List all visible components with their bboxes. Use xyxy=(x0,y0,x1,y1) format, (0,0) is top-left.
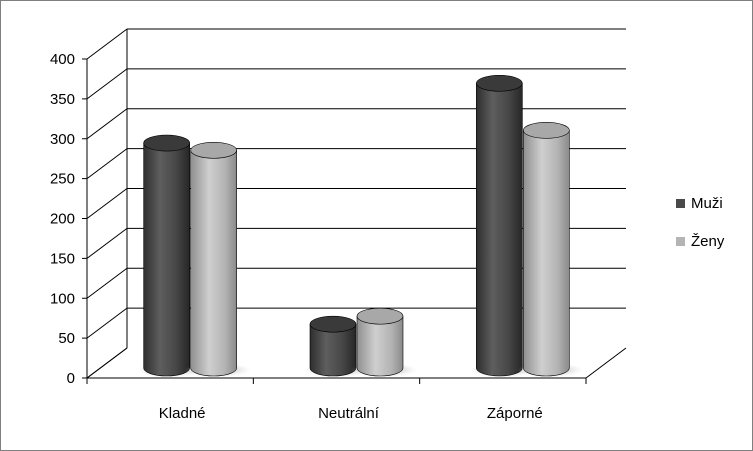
gridline-diagonal xyxy=(86,267,128,299)
gridline-diagonal xyxy=(86,108,128,140)
legend-label-Ženy: Ženy xyxy=(691,233,725,250)
gridline-diagonal xyxy=(86,68,128,100)
axes xyxy=(82,29,627,384)
gridline-diagonal xyxy=(86,188,128,219)
bars xyxy=(137,74,584,377)
gridline-diagonal xyxy=(86,227,128,259)
y-tick-label: 350 xyxy=(50,91,75,108)
x-category-label: Kladné xyxy=(159,405,206,422)
bar-body xyxy=(143,142,190,377)
bar-Muži-Neutrální xyxy=(309,315,357,377)
y-tick-label: 150 xyxy=(50,250,75,267)
bar-top xyxy=(523,122,570,139)
bar-top xyxy=(309,315,357,333)
y-tick-label: 250 xyxy=(50,171,75,188)
floor-right-edge xyxy=(585,347,627,379)
bar-top xyxy=(356,307,404,325)
x-category-label: Neutrální xyxy=(318,405,380,422)
bar-body xyxy=(356,315,404,377)
bar-Ženy-Neutrální xyxy=(356,307,404,377)
bar-body xyxy=(476,82,523,377)
bar-Muži-Záporné xyxy=(476,74,523,377)
y-tick-label: 200 xyxy=(50,211,75,228)
floor-left-edge xyxy=(86,347,128,379)
legend: Muži Ženy xyxy=(676,195,725,250)
legend-swatch-Ženy xyxy=(676,237,685,246)
y-tick-label: 50 xyxy=(58,330,75,347)
y-tick-label: 300 xyxy=(50,131,75,148)
labels: 0 50 100 150 200 250 300 350 400 Kladné Neutrální Z… xyxy=(50,51,543,422)
y-tick-label: 0 xyxy=(67,370,75,387)
legend-label-Muži: Muži xyxy=(691,195,723,212)
bar-top xyxy=(190,141,237,159)
x-category-label: Záporné xyxy=(487,405,543,422)
gridline-diagonal xyxy=(86,148,128,180)
bar-Ženy-Kladné xyxy=(190,141,237,377)
bar-top xyxy=(143,134,190,152)
y-tick-label: 400 xyxy=(50,51,75,68)
bar-Ženy-Záporné xyxy=(523,122,570,377)
bar-Muži-Kladné xyxy=(143,134,190,377)
y-tick-label: 100 xyxy=(50,290,75,307)
bar-body xyxy=(190,149,237,377)
gridline-diagonal xyxy=(86,28,128,60)
legend-swatch-Muži xyxy=(676,199,685,208)
bar-top xyxy=(476,74,523,92)
bar-body xyxy=(523,130,570,377)
gridline-diagonal xyxy=(86,307,128,339)
